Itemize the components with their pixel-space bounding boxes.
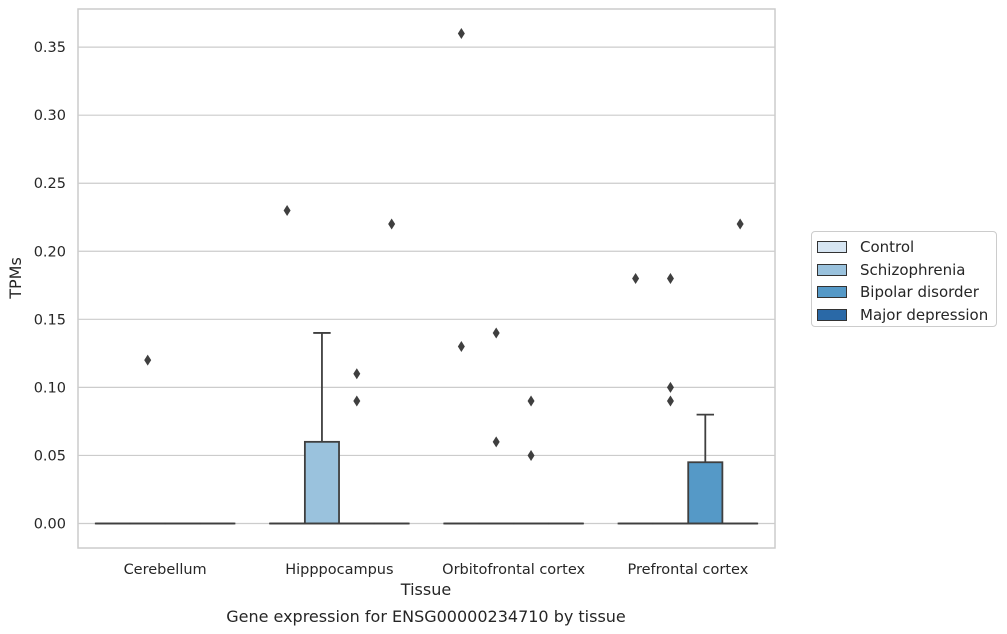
boxes (94, 28, 759, 525)
chart-caption: Gene expression for ENSG00000234710 by t… (226, 607, 626, 626)
legend: Control Schizophrenia Bipolar disorder Majo… (811, 231, 997, 327)
legend-swatch (817, 286, 847, 299)
plot-frame (77, 8, 776, 549)
y-tick-label: 0.30 (34, 108, 66, 124)
legend-label: Control (860, 238, 915, 257)
outlier-point (736, 218, 744, 230)
legend-swatch (817, 308, 847, 321)
tick-labels: 0.00 0.05 0.10 0.15 0.20 0.25 0.30 0.35 Cerebell… (34, 40, 749, 578)
x-tick-label: Prefrontal cortex (627, 562, 748, 578)
outlier-point (492, 327, 500, 339)
legend-item: Bipolar disorder (817, 281, 996, 304)
legend-label: Schizophrenia (860, 260, 966, 279)
outlier-point (666, 381, 674, 393)
y-tick-label: 0.05 (34, 448, 66, 464)
outlier-point (666, 395, 674, 407)
x-tick-label: Orbitofrontal cortex (442, 562, 585, 578)
outlier-point (144, 354, 152, 366)
x-tick-label: Cerebellum (124, 562, 207, 578)
x-tick-label: Hipppocampus (285, 562, 393, 578)
outlier-point (353, 368, 361, 380)
y-tick-label: 0.35 (34, 40, 66, 56)
outlier-point (492, 436, 500, 448)
y-tick-label: 0.20 (34, 244, 66, 260)
gridlines (78, 46, 775, 525)
y-tick-label: 0.00 (34, 517, 66, 533)
outlier-point (388, 218, 396, 230)
plot-border (77, 8, 776, 549)
legend-label: Major depression (860, 305, 989, 324)
legend-swatch (817, 263, 847, 276)
outlier-point (353, 395, 361, 407)
legend-swatch (817, 241, 847, 254)
x-axis-label: Tissue (400, 580, 451, 599)
y-axis-label: TPMs (6, 257, 25, 300)
box-schizophrenia (303, 440, 340, 525)
outlier-point (457, 28, 465, 39)
outlier-point (632, 273, 640, 284)
y-tick-label: 0.25 (34, 176, 66, 192)
y-tick-label: 0.10 (34, 380, 66, 396)
outlier-point (527, 395, 535, 407)
outlier-point (527, 449, 535, 461)
legend-item: Control (817, 236, 996, 259)
legend-item: Schizophrenia (817, 259, 996, 282)
legend-item: Major depression (817, 304, 996, 327)
box-bipolar-disorder (687, 461, 724, 525)
outlier-point (283, 204, 291, 216)
outlier-point (457, 341, 465, 353)
legend-label: Bipolar disorder (860, 283, 979, 302)
y-tick-label: 0.15 (34, 312, 66, 328)
outlier-point (666, 273, 674, 284)
